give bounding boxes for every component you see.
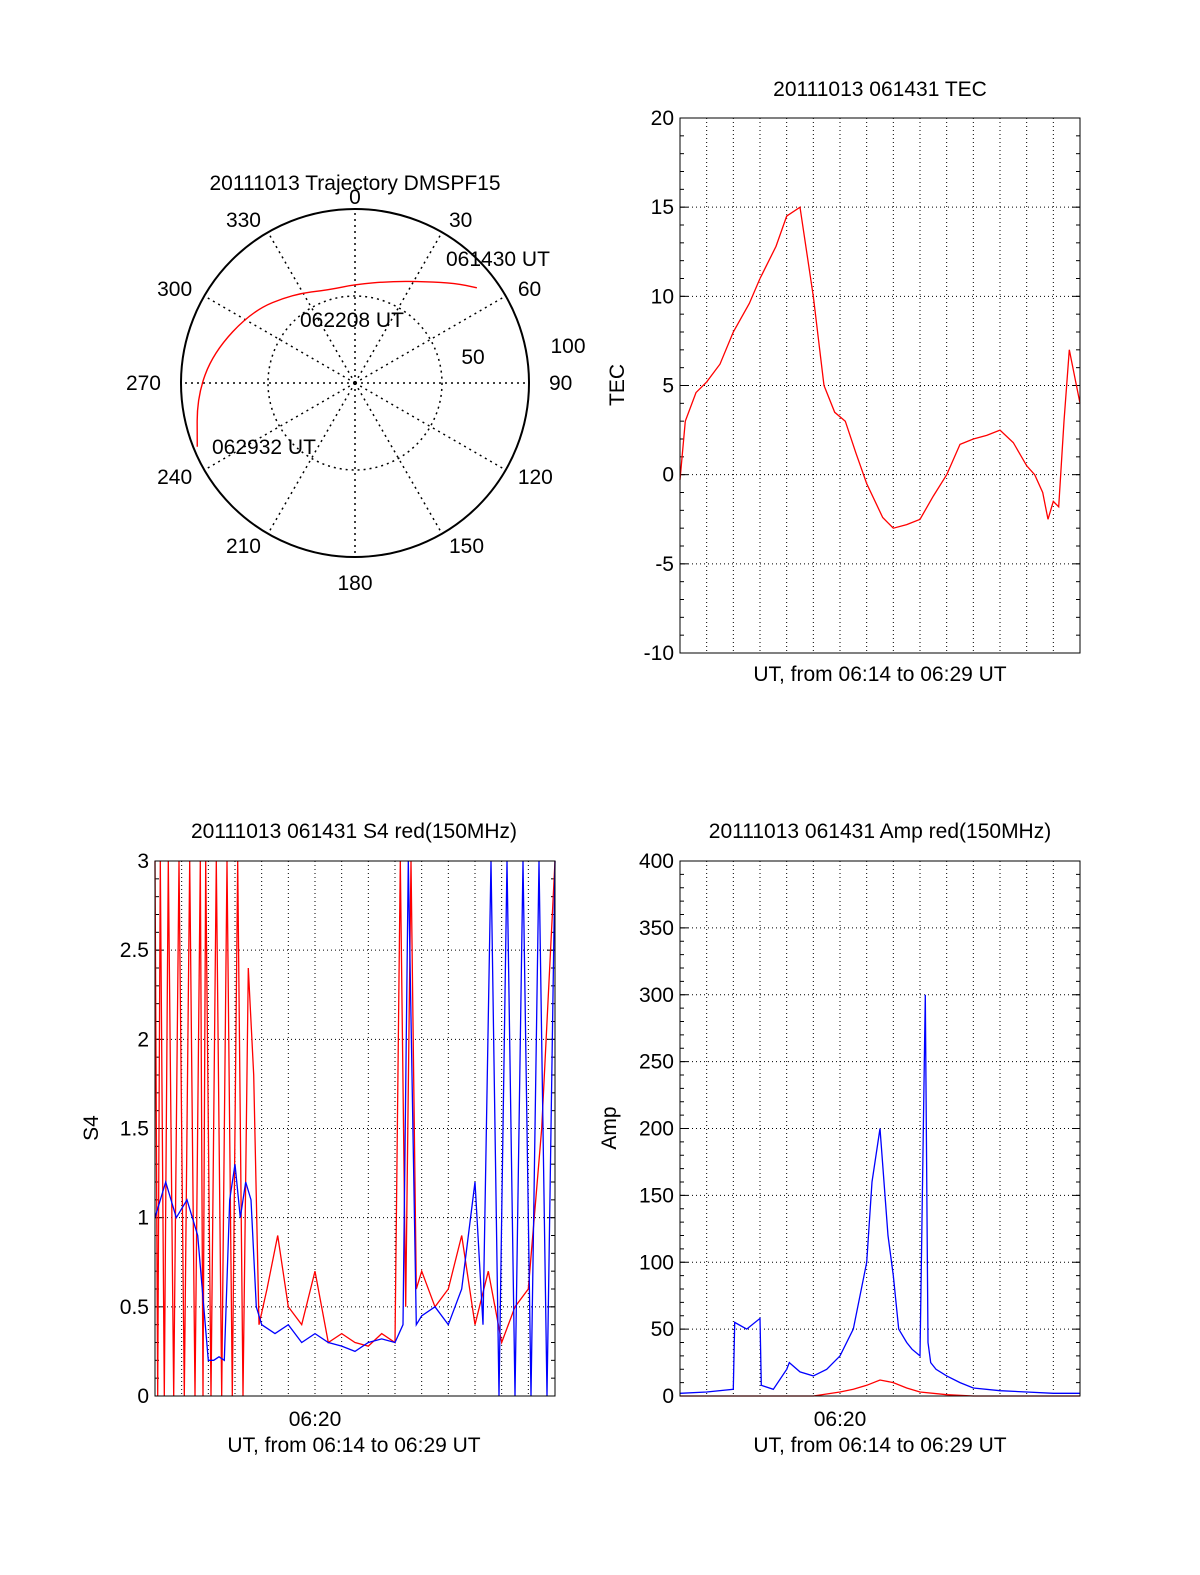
amp-title: 20111013 061431 Amp red(150MHz) (709, 820, 1051, 843)
y-tick-label: 0.5 (120, 1296, 149, 1319)
y-tick-label: 150 (639, 1184, 674, 1207)
y-tick-label: -10 (644, 642, 674, 665)
y-tick-label: 1.5 (120, 1118, 149, 1141)
polar-spoke (354, 382, 507, 471)
polar-grid (180, 208, 530, 558)
azimuth-label: 180 (337, 572, 372, 595)
azimuth-label: 60 (518, 278, 541, 301)
tec-title: 20111013 061431 TEC (773, 78, 987, 101)
polar-spoke (267, 382, 356, 535)
tec-series (679, 206, 1081, 529)
amp-plot-frame (679, 860, 1081, 1397)
y-tick-label: -5 (655, 553, 674, 576)
azimuth-label: 210 (226, 535, 261, 558)
trajectory-line (196, 280, 478, 447)
s4-y-tick-labels: 0 0.5 1 1.5 2 2.5 3 (120, 850, 149, 1408)
azimuth-label: 270 (126, 372, 161, 395)
azimuth-label: 240 (157, 466, 192, 489)
azimuth-label: 0 (349, 186, 361, 209)
polar-spoke (203, 295, 356, 384)
azimuth-label: 120 (518, 466, 553, 489)
tec-chart: 20111013 061431 TEC -10 -5 0 5 10 15 20 TEC UT… (606, 78, 1081, 686)
y-tick-label: 2.5 (120, 939, 149, 962)
y-tick-label: 300 (639, 984, 674, 1007)
series-line-red (679, 206, 1081, 529)
azimuth-label: 300 (157, 278, 192, 301)
s4-ylabel: S4 (80, 1115, 103, 1141)
y-tick-label: 5 (662, 375, 674, 398)
trajectory-series (196, 280, 478, 447)
s4-chart: 20111013 061431 S4 red(150MHz) 0 0.5 1 1.5 2… (80, 820, 556, 1457)
amp-ylabel: Amp (598, 1106, 621, 1149)
azimuth-label: 30 (449, 209, 472, 232)
polar-spoke (354, 295, 507, 384)
y-tick-label: 100 (639, 1251, 674, 1274)
series-line-blue (679, 994, 1080, 1394)
amp-chart: 20111013 061431 Amp red(150MHz) 0 50 100 15… (598, 820, 1081, 1457)
polar-inner-ring (267, 295, 443, 471)
polar-spoke (354, 231, 443, 384)
y-tick-label: 0 (662, 1385, 674, 1408)
trajectory-title: 20111013 Trajectory DMSPF15 (209, 172, 500, 195)
y-tick-label: 0 (662, 464, 674, 487)
tec-grid (680, 117, 1080, 654)
y-tick-label: 350 (639, 917, 674, 940)
annotation-end-time: 062932 UT (212, 436, 316, 459)
amp-y-tick-labels: 0 50 100 150 200 250 300 350 400 (639, 850, 674, 1408)
trajectory-polar-chart: 20111013 Trajectory DMSPF15 0 30 60 90 120 15… (126, 172, 586, 595)
annotation-mid-time: 062208 UT (300, 309, 404, 332)
radial-label-50: 50 (461, 346, 484, 369)
s4-plot-frame (154, 860, 556, 1397)
s4-xlabel: UT, from 06:14 to 06:29 UT (227, 1434, 480, 1457)
y-tick-label: 20 (651, 107, 674, 130)
y-tick-label: 200 (639, 1118, 674, 1141)
tec-ylabel: TEC (606, 364, 629, 406)
radial-label-100: 100 (550, 335, 585, 358)
y-tick-label: 400 (639, 850, 674, 873)
series-line-blue (154, 860, 556, 1397)
series-line-red (680, 1379, 1080, 1397)
azimuth-label: 90 (549, 372, 572, 395)
tec-plot-frame (679, 117, 1081, 654)
s4-title: 20111013 061431 S4 red(150MHz) (191, 820, 517, 843)
polar-spoke (267, 231, 356, 384)
y-tick-label: 10 (651, 285, 674, 308)
polar-spoke (354, 382, 443, 535)
tec-y-tick-labels: -10 -5 0 5 10 15 20 (644, 107, 674, 665)
y-tick-label: 3 (137, 850, 149, 873)
tec-xlabel: UT, from 06:14 to 06:29 UT (753, 663, 1006, 686)
amp-xlabel: UT, from 06:14 to 06:29 UT (753, 1434, 1006, 1457)
azimuth-labels: 0 30 60 90 120 150 180 210 240 270 300 330 (126, 186, 572, 595)
amp-x-tick-label: 06:20 (814, 1408, 867, 1431)
polar-spoke (203, 382, 356, 471)
y-tick-label: 2 (137, 1028, 149, 1051)
y-tick-label: 50 (651, 1318, 674, 1341)
y-tick-label: 15 (651, 196, 674, 219)
y-tick-label: 1 (137, 1207, 149, 1230)
annotation-start-time: 061430 UT (446, 248, 550, 271)
y-tick-label: 250 (639, 1051, 674, 1074)
azimuth-label: 150 (449, 535, 484, 558)
polar-outer-ring (180, 208, 530, 558)
y-tick-label: 0 (137, 1385, 149, 1408)
azimuth-label: 330 (226, 209, 261, 232)
s4-x-tick-label: 06:20 (289, 1408, 342, 1431)
